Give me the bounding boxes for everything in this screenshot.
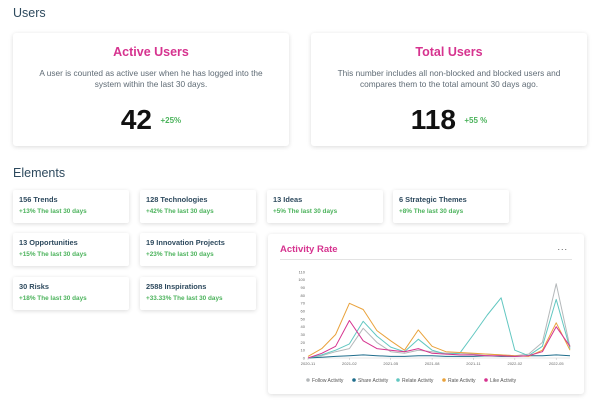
legend-marker-rate-activity bbox=[442, 378, 446, 382]
element-card-title: 13 Opportunities bbox=[19, 238, 78, 247]
active-users-title: Active Users bbox=[113, 45, 189, 59]
element-card-risks[interactable]: 30 Risks +18% The last 30 days bbox=[13, 277, 129, 310]
x-tick-label: 2020-11 bbox=[301, 361, 316, 366]
chart-menu-button[interactable]: ... bbox=[557, 242, 568, 252]
element-card-change: +18% The last 30 days bbox=[19, 295, 87, 302]
x-tick-label: 2021-11 bbox=[466, 361, 481, 366]
element-card-innovation-projects[interactable]: 19 Innovation Projects +23% The last 30 … bbox=[140, 233, 256, 266]
element-card-title: 2588 Inspirations bbox=[146, 282, 207, 291]
element-card-title: 156 Trends bbox=[19, 195, 58, 204]
x-tick-label: 2021-05 bbox=[383, 361, 398, 366]
element-card-change: +15% The last 30 days bbox=[19, 251, 87, 258]
element-card-ideas[interactable]: 13 Ideas +5% The last 30 days bbox=[267, 190, 383, 223]
activity-rate-card: Activity Rate ... 0 10 20 30 40 50 60 70 80 90 100… bbox=[268, 234, 584, 394]
y-tick-label: 70 bbox=[301, 301, 306, 306]
legend-label-rate-activity: Rate Activity bbox=[448, 378, 476, 384]
element-card-change: +23% The last 30 days bbox=[146, 251, 214, 258]
active-users-count: 42 bbox=[120, 104, 152, 135]
legend-marker-follow-activity bbox=[306, 378, 310, 382]
active-users-change: +25% bbox=[160, 115, 182, 125]
total-users-change: +55 % bbox=[464, 115, 488, 125]
y-tick-label: 0 bbox=[303, 355, 306, 360]
x-tick-label: 2022-02 bbox=[507, 361, 522, 366]
users-section-title: Users bbox=[13, 6, 46, 20]
element-card-title: 19 Innovation Projects bbox=[146, 238, 225, 247]
y-tick-label: 110 bbox=[299, 269, 306, 274]
total-users-card: Total Users This number includes all non… bbox=[311, 33, 587, 146]
elements-section-title: Elements bbox=[13, 166, 66, 180]
element-card-change: +5% The last 30 days bbox=[273, 208, 338, 215]
series-line-relate-activity bbox=[307, 297, 571, 359]
element-card-title: 30 Risks bbox=[19, 282, 49, 291]
legend-label-relate-activity: Relate Activity bbox=[402, 378, 434, 384]
element-card-trends[interactable]: 156 Trends +13% The last 30 days bbox=[13, 190, 129, 223]
y-tick-label: 20 bbox=[301, 340, 306, 345]
series-line-like-activity bbox=[307, 320, 571, 359]
chart-title: Activity Rate bbox=[280, 244, 338, 255]
active-users-values: 42 +25% bbox=[13, 104, 289, 136]
legend-marker-like-activity bbox=[484, 378, 488, 382]
active-users-description: A user is counted as active user when he… bbox=[39, 68, 263, 89]
chart-divider bbox=[280, 259, 572, 260]
legend-marker-share-activity bbox=[352, 378, 356, 382]
y-tick-label: 60 bbox=[301, 308, 306, 313]
element-card-title: 6 Strategic Themes bbox=[399, 195, 467, 204]
x-tick-label: 2021-02 bbox=[342, 361, 357, 366]
element-card-strategic-themes[interactable]: 6 Strategic Themes +8% The last 30 days bbox=[393, 190, 509, 223]
element-card-change: +8% The last 30 days bbox=[399, 208, 464, 215]
total-users-count: 118 bbox=[410, 104, 456, 135]
y-tick-label: 50 bbox=[301, 316, 306, 321]
legend-label-like-activity: Like Activity bbox=[490, 378, 517, 384]
element-card-title: 13 Ideas bbox=[273, 195, 303, 204]
legend-label-share-activity: Share Activity bbox=[358, 378, 389, 384]
legend-marker-relate-activity bbox=[396, 378, 400, 382]
element-card-opportunities[interactable]: 13 Opportunities +15% The last 30 days bbox=[13, 233, 129, 266]
element-card-change: +42% The last 30 days bbox=[146, 208, 214, 215]
series-line-follow-activity bbox=[307, 283, 571, 359]
activity-rate-chart: 0 10 20 30 40 50 60 70 80 90 100 110 2020-11 2021-02 2… bbox=[298, 269, 571, 384]
y-tick-label: 90 bbox=[301, 285, 306, 290]
legend-label-follow-activity: Follow Activity bbox=[312, 378, 344, 384]
x-tick-label: 2022-05 bbox=[549, 361, 564, 366]
total-users-values: 118 +55 % bbox=[311, 104, 587, 136]
y-tick-label: 10 bbox=[301, 348, 306, 353]
active-users-card: Active Users A user is counted as active… bbox=[13, 33, 289, 146]
y-tick-label: 40 bbox=[301, 324, 306, 329]
element-card-technologies[interactable]: 128 Technologies +42% The last 30 days bbox=[140, 190, 256, 223]
y-tick-label: 30 bbox=[301, 332, 306, 337]
y-tick-label: 80 bbox=[301, 293, 306, 298]
total-users-description: This number includes all non-blocked and… bbox=[337, 68, 561, 89]
element-card-title: 128 Technologies bbox=[146, 195, 208, 204]
element-card-change: +33.33% The last 30 days bbox=[146, 295, 223, 302]
series-line-rate-activity bbox=[307, 302, 571, 357]
element-card-inspirations[interactable]: 2588 Inspirations +33.33% The last 30 da… bbox=[140, 277, 256, 310]
y-tick-label: 100 bbox=[298, 277, 305, 282]
element-card-change: +13% The last 30 days bbox=[19, 208, 87, 215]
x-tick-label: 2021-08 bbox=[425, 361, 440, 366]
total-users-title: Total Users bbox=[415, 45, 483, 59]
